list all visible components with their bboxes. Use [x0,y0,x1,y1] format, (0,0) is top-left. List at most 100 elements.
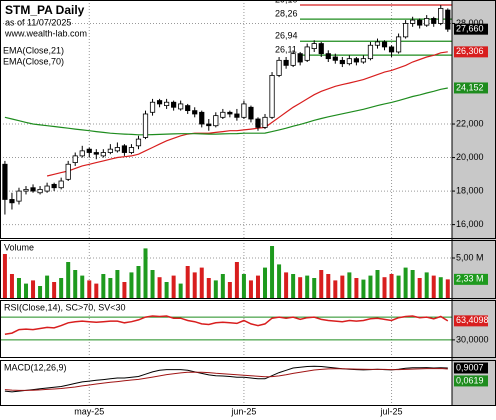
line [46,51,448,177]
candle-body [192,110,198,115]
volume-bar [45,275,50,298]
volume-bar [396,275,401,298]
candle-body [128,147,135,153]
candle-body [86,148,92,153]
candle-body [93,152,99,155]
candle-body [142,113,149,138]
panel-title: MACD(12,26,9) [4,362,67,372]
volume-bar [178,283,183,298]
candle-body [276,59,282,76]
volume-bar [291,274,296,298]
subtitle: as of 11/07/2025 [5,17,71,27]
candle-body [353,58,359,63]
candle-body [227,111,233,115]
volume-bar [438,277,443,298]
value-label: 24,152 [456,82,484,92]
volume-bar [206,278,211,298]
candle-body [388,46,395,53]
candle-body [424,18,430,26]
candle-body [58,180,64,189]
volume-bar [255,275,260,298]
level-label: 26,94 [275,31,298,41]
volume-bar [122,282,127,298]
chart-title: STM_PA Daily [5,3,85,17]
volume-bar [31,280,36,298]
volume-bar [73,270,78,298]
candle-body [360,58,367,63]
candle-body [72,155,78,163]
x-tick-label: jul-25 [380,406,403,416]
candle-body [318,43,324,55]
candle-body [367,44,374,60]
volume-bar [354,278,359,298]
candle-body [164,101,170,106]
volume-bar [108,278,113,298]
candle-body [339,59,345,65]
candle-body [114,147,120,152]
volume-bar [80,275,85,298]
candle-body [51,183,57,189]
volume-bar [424,272,429,298]
y-tick-label: 16,000 [456,219,484,229]
value-label: 0,0619 [456,375,484,385]
value-label: 2,33 M [456,274,484,284]
volume-bar [340,275,345,298]
value-label-box [454,273,488,285]
candle-body [403,23,409,38]
volume-bar [417,278,422,298]
candle-body [304,46,310,61]
volume-bar [403,267,408,298]
value-label-box [454,362,488,374]
line [4,315,449,335]
volume-bar [16,278,21,298]
volume-bar [136,266,141,298]
volume-bar [59,278,64,298]
y-tick-label: 22,000 [456,118,484,128]
candle-body [255,118,261,128]
candle-body [30,187,36,192]
candle-body [346,58,352,65]
volume-bar [185,266,190,298]
volume-bar [410,270,415,298]
candle-body [269,75,275,118]
volume-bar [333,280,338,298]
volume-bar [270,246,275,298]
candle-body [374,41,381,46]
candle-body [156,100,163,105]
candle-body [135,138,142,147]
volume-bar [171,275,176,298]
volume-bar [2,254,7,298]
candle-body [438,7,444,24]
candle-body [332,56,338,61]
volume-bar [157,277,162,298]
volume-bar [143,248,148,298]
volume-bar [38,286,43,298]
value-label: 0,9007 [456,362,484,372]
value-label: 26,306 [456,46,484,56]
panel-title: Volume [4,242,34,252]
volume-bar [234,262,239,298]
candle-body [185,105,191,112]
volume-bar [382,277,387,298]
y-tick-label: 18,000 [456,185,484,195]
candle-body [248,106,254,120]
source: www.wealth-lab.com [4,28,87,38]
volume-bar [263,267,268,298]
candle-body [410,19,416,24]
level-label: 28,26 [275,8,298,18]
legend-entry: EMA(Close,70) [3,56,64,66]
volume-bar [192,272,197,298]
volume-bar [368,275,373,298]
volume-bar [227,282,232,298]
candle-body [220,111,226,118]
candle-body [297,53,303,63]
volume-bar [375,270,380,298]
volume-bar [241,274,246,298]
candle-body [44,185,50,192]
volume-bar [87,280,92,298]
volume-bar [24,283,29,298]
volume-bar [94,283,99,298]
